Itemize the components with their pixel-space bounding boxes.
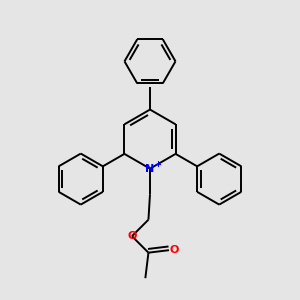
Text: O: O: [169, 245, 179, 255]
Text: +: +: [154, 160, 161, 169]
Text: O: O: [127, 231, 136, 241]
Text: N: N: [146, 164, 154, 174]
